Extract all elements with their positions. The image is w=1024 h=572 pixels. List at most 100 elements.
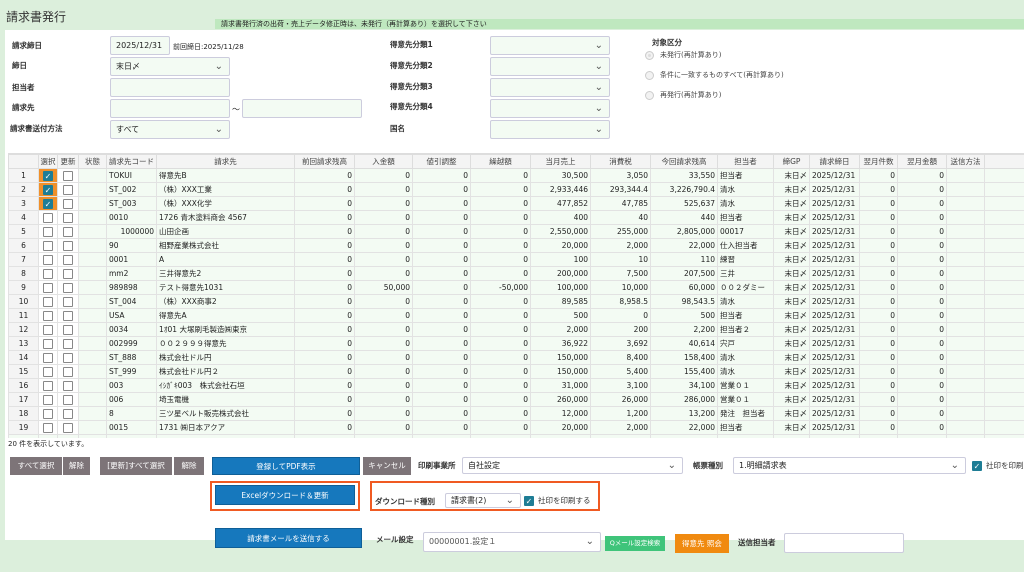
- checkbox-icon[interactable]: [63, 212, 73, 223]
- checkbox-icon[interactable]: [63, 282, 73, 293]
- billing-to-input[interactable]: [242, 99, 362, 118]
- update-select-all-button[interactable]: [更新]すべて選択: [100, 457, 172, 475]
- column-header[interactable]: 締GP: [773, 154, 810, 169]
- table-row[interactable]: 19 0015 1731 ㈱日本アクア 0 0 0 0 20,000 2,000 22,000 担当…: [8, 420, 1024, 435]
- checkbox-checked-icon[interactable]: ✓: [43, 184, 53, 195]
- checkbox-icon[interactable]: [43, 352, 53, 363]
- checkbox-icon[interactable]: [63, 380, 73, 391]
- checkbox-icon[interactable]: [63, 310, 73, 321]
- select-all-button[interactable]: すべて選択: [10, 457, 62, 475]
- table-row[interactable]: 2 ✓ ST_002 （株）XXX工業 0 0 0 0 2,933,446 293,344.4 3,…: [8, 182, 1024, 197]
- column-header[interactable]: 送信方法: [946, 154, 985, 169]
- table-row[interactable]: 15 ST_999 株式会社ドル円２ 0 0 0 0 150,000 5,400 155,400 清…: [8, 364, 1024, 379]
- stamp-checkbox[interactable]: ✓ 社印を印刷: [972, 460, 1024, 471]
- column-header[interactable]: 翌月金額: [897, 154, 947, 169]
- update-clear-button[interactable]: 解除: [174, 457, 204, 475]
- column-header[interactable]: 請求先: [156, 154, 295, 169]
- checkbox-icon[interactable]: [43, 282, 53, 293]
- cat1-select[interactable]: [490, 36, 610, 55]
- checkbox-icon[interactable]: [63, 422, 73, 433]
- column-header[interactable]: [8, 154, 39, 169]
- country-select[interactable]: [490, 120, 610, 139]
- column-header[interactable]: 請求先コード: [106, 154, 157, 169]
- table-row[interactable]: 13 002999 ００２９９９得意先 0 0 0 0 36,922 3,692 40,614 宍戸…: [8, 336, 1024, 351]
- checkbox-icon[interactable]: [43, 422, 53, 433]
- radio-all[interactable]: 条件に一致するものすべて(再計算あり): [645, 70, 784, 80]
- checkbox-icon[interactable]: [63, 198, 73, 209]
- column-header[interactable]: 今回請求残高: [650, 154, 718, 169]
- cat4-select[interactable]: [490, 99, 610, 118]
- excel-download-button[interactable]: Excelダウンロード＆更新: [215, 485, 355, 505]
- form-type-select[interactable]: 1.明細請求表: [733, 457, 966, 474]
- table-row[interactable]: 18 8 三ツ星ベルト販売株式会社 0 0 0 0 12,000 1,200 13,200 発注 担…: [8, 406, 1024, 421]
- table-row[interactable]: 6 90 相野産業株式会社 0 0 0 0 20,000 2,000 22,000 仕入担当者 末日〆…: [8, 238, 1024, 253]
- table-row[interactable]: 7 0001 A 0 0 0 0 100 10 110 練習 末日〆 2025/12/31 0 0: [8, 252, 1024, 267]
- table-row[interactable]: 4 0010 1726 青木塗料商会 4567 0 0 0 0 400 40 440 担当者 末日〆 2…: [8, 210, 1024, 225]
- checkbox-icon[interactable]: [43, 240, 53, 251]
- table-row[interactable]: 14 ST_888 株式会社ドル円 0 0 0 0 150,000 8,400 158,400 清水…: [8, 350, 1024, 365]
- checkbox-icon[interactable]: [43, 380, 53, 391]
- checkbox-icon[interactable]: [63, 240, 73, 251]
- column-header[interactable]: 当月売上: [530, 154, 591, 169]
- send-method-select[interactable]: すべて: [110, 120, 230, 139]
- sender-input[interactable]: [784, 533, 904, 553]
- column-header[interactable]: 最終送信日: [984, 154, 1024, 169]
- checkbox-checked-icon[interactable]: ✓: [43, 170, 53, 181]
- radio-reissue[interactable]: 再発行(再計算あり): [645, 90, 721, 100]
- closing-day-select[interactable]: 末日〆: [110, 57, 230, 76]
- column-header[interactable]: 繰越額: [470, 154, 531, 169]
- send-mail-button[interactable]: 請求書メールを送信する: [215, 528, 362, 548]
- checkbox-icon[interactable]: [63, 170, 73, 181]
- checkbox-icon[interactable]: [43, 296, 53, 307]
- checkbox-icon[interactable]: [43, 338, 53, 349]
- table-row[interactable]: 10 ST_004 （株）XXX商事2 0 0 0 0 89,585 8,958.5 98,543…: [8, 294, 1024, 309]
- table-row[interactable]: 3 ✓ ST_003 （株）XXX化学 0 0 0 0 477,852 47,785 525,637…: [8, 196, 1024, 211]
- mail-setting-select[interactable]: 00000001.設定１: [423, 532, 601, 552]
- checkbox-icon[interactable]: [63, 254, 73, 265]
- checkbox-icon[interactable]: [63, 324, 73, 335]
- customer-lookup-button[interactable]: 得意先 照会: [675, 534, 729, 553]
- checkbox-icon[interactable]: [63, 408, 73, 419]
- checkbox-icon[interactable]: [43, 226, 53, 237]
- column-header[interactable]: 更新: [57, 154, 79, 169]
- checkbox-icon[interactable]: [43, 310, 53, 321]
- checkbox-icon[interactable]: [43, 408, 53, 419]
- cancel-button[interactable]: キャンセル: [363, 457, 411, 475]
- table-row[interactable]: 5 1000000 山田企画 0 0 0 0 2,550,000 255,000 2,805,00…: [8, 224, 1024, 239]
- column-header[interactable]: 選択: [38, 154, 58, 169]
- column-header[interactable]: 担当者: [717, 154, 774, 169]
- cat3-select[interactable]: [490, 78, 610, 97]
- table-row[interactable]: 8 mm2 三井得意先2 0 0 0 0 200,000 7,500 207,500 三井 末日〆 20…: [8, 266, 1024, 281]
- column-header[interactable]: 状態: [78, 154, 107, 169]
- column-header[interactable]: 請求締日: [809, 154, 860, 169]
- checkbox-icon[interactable]: [63, 338, 73, 349]
- table-row[interactable]: 11 USA 得意先A 0 0 0 0 500 0 500 担当者 末日〆 2025/12/31 0 0: [8, 308, 1024, 323]
- column-header[interactable]: 入金額: [354, 154, 413, 169]
- column-header[interactable]: 前回請求残高: [294, 154, 355, 169]
- checkbox-icon[interactable]: [43, 212, 53, 223]
- checkbox-icon[interactable]: [43, 254, 53, 265]
- checkbox-icon[interactable]: [43, 394, 53, 405]
- table-row[interactable]: 17 006 埼玉電機 0 0 0 0 260,000 26,000 286,000 営業０１ 末日〆…: [8, 392, 1024, 407]
- radio-unissued[interactable]: 未発行(再計算あり): [645, 50, 721, 60]
- checkbox-icon[interactable]: [63, 394, 73, 405]
- table-row[interactable]: 1 ✓ TOKUI 得意先B 0 0 0 0 30,500 3,050 33,550 担当者 末日〆 20…: [8, 168, 1024, 183]
- column-header[interactable]: 消費税: [590, 154, 651, 169]
- mail-setting-search-button[interactable]: Qメール設定検索: [605, 536, 665, 551]
- table-row[interactable]: 9 989898 テスト得意先1031 0 50,000 0 -50,000 100,000 1…: [8, 280, 1024, 295]
- checkbox-icon[interactable]: [63, 352, 73, 363]
- staff-input[interactable]: [110, 78, 230, 97]
- billing-from-input[interactable]: [110, 99, 230, 118]
- checkbox-icon[interactable]: [63, 226, 73, 237]
- checkbox-icon[interactable]: [63, 268, 73, 279]
- checkbox-icon[interactable]: [63, 366, 73, 377]
- register-pdf-button[interactable]: 登録してPDF表示: [212, 457, 360, 475]
- checkbox-icon[interactable]: [43, 268, 53, 279]
- checkbox-icon[interactable]: [63, 184, 73, 195]
- print-office-select[interactable]: 自社設定: [462, 457, 683, 474]
- cat2-select[interactable]: [490, 57, 610, 76]
- download-type-select[interactable]: 請求書(2): [445, 493, 521, 508]
- checkbox-icon[interactable]: [43, 366, 53, 377]
- download-stamp-checkbox[interactable]: ✓ 社印を印刷する: [524, 495, 591, 506]
- table-row[interactable]: 12 0034 1ｵ01 大塚刷毛製造㈱東京 0 0 0 0 2,000 200 2,200 担当者…: [8, 322, 1024, 337]
